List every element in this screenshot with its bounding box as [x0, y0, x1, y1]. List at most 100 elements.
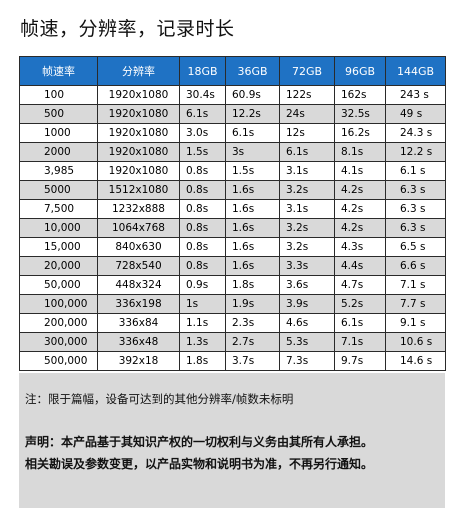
spec-table: 帧速率 分辨率 18GB 36GB 72GB 96GB 144GB 100 192…: [19, 56, 446, 371]
cell-time-72gb: 6.1s: [279, 142, 335, 162]
disclaimer-text: 声明：本产品基于其知识产权的一切权利与义务由其所有人承担。相关勘误及参数变更，以…: [25, 435, 374, 471]
cell-time-72gb: 3.2s: [279, 180, 335, 200]
cell-time-96gb: 7.1s: [334, 332, 386, 352]
table-row: 1000 1920x1080 3.0s 6.1s 12s 16.2s 24.3 s: [19, 123, 446, 143]
table-row: 15,000 840x630 0.8s 1.6s 3.2s 4.3s 6.5 s: [19, 237, 446, 257]
cell-time-18gb: 1.5s: [179, 142, 226, 162]
table-row: 100 1920x1080 30.4s 60.9s 122s 162s 243 s: [19, 85, 446, 105]
cell-time-18gb: 1.8s: [179, 351, 226, 371]
cell-time-36gb: 2.7s: [225, 332, 280, 352]
cell-resolution: 840x630: [97, 237, 180, 257]
cell-resolution: 336x84: [97, 313, 180, 333]
cell-time-18gb: 0.8s: [179, 161, 226, 181]
cell-resolution: 1920x1080: [97, 142, 180, 162]
cell-time-18gb: 0.8s: [179, 199, 226, 219]
cell-frame-rate: 1000: [19, 123, 98, 143]
cell-time-36gb: 1.6s: [225, 218, 280, 238]
cell-time-18gb: 0.8s: [179, 218, 226, 238]
cell-time-96gb: 9.7s: [334, 351, 386, 371]
cell-resolution: 336x48: [97, 332, 180, 352]
cell-time-36gb: 1.8s: [225, 275, 280, 295]
cell-time-18gb: 1.1s: [179, 313, 226, 333]
table-row: 2000 1920x1080 1.5s 3s 6.1s 8.1s 12.2 s: [19, 142, 446, 162]
cell-frame-rate: 100,000: [19, 294, 98, 314]
header-frame-rate: 帧速率: [19, 56, 98, 86]
table-header-row: 帧速率 分辨率 18GB 36GB 72GB 96GB 144GB: [19, 56, 446, 86]
cell-time-144gb: 14.6 s: [385, 351, 446, 371]
cell-time-36gb: 6.1s: [225, 123, 280, 143]
cell-time-96gb: 16.2s: [334, 123, 386, 143]
cell-time-144gb: 6.3 s: [385, 199, 446, 219]
cell-time-96gb: 32.5s: [334, 104, 386, 124]
cell-frame-rate: 3,985: [19, 161, 98, 181]
table-body: 100 1920x1080 30.4s 60.9s 122s 162s 243 s 500 19…: [19, 85, 446, 371]
table-row: 300,000 336x48 1.3s 2.7s 5.3s 7.1s 10.6 s: [19, 332, 446, 352]
cell-frame-rate: 50,000: [19, 275, 98, 295]
cell-time-72gb: 3.9s: [279, 294, 335, 314]
cell-time-36gb: 1.6s: [225, 237, 280, 257]
cell-time-144gb: 243 s: [385, 85, 446, 105]
cell-time-36gb: 3s: [225, 142, 280, 162]
cell-time-36gb: 60.9s: [225, 85, 280, 105]
cell-frame-rate: 2000: [19, 142, 98, 162]
cell-resolution: 1920x1080: [97, 104, 180, 124]
cell-time-72gb: 12s: [279, 123, 335, 143]
cell-frame-rate: 200,000: [19, 313, 98, 333]
cell-time-96gb: 162s: [334, 85, 386, 105]
cell-frame-rate: 300,000: [19, 332, 98, 352]
cell-time-144gb: 6.3 s: [385, 180, 446, 200]
cell-frame-rate: 10,000: [19, 218, 98, 238]
cell-time-72gb: 4.6s: [279, 313, 335, 333]
cell-time-72gb: 122s: [279, 85, 335, 105]
cell-time-18gb: 0.9s: [179, 275, 226, 295]
cell-time-18gb: 30.4s: [179, 85, 226, 105]
table-row: 3,985 1920x1080 0.8s 1.5s 3.1s 4.1s 6.1 s: [19, 161, 446, 181]
cell-time-144gb: 7.7 s: [385, 294, 446, 314]
cell-frame-rate: 500: [19, 104, 98, 124]
cell-time-144gb: 6.1 s: [385, 161, 446, 181]
header-72gb: 72GB: [279, 56, 335, 86]
cell-time-144gb: 49 s: [385, 104, 446, 124]
cell-time-96gb: 4.2s: [334, 199, 386, 219]
cell-time-144gb: 9.1 s: [385, 313, 446, 333]
cell-resolution: 1064x768: [97, 218, 180, 238]
cell-time-18gb: 6.1s: [179, 104, 226, 124]
cell-frame-rate: 20,000: [19, 256, 98, 276]
cell-time-144gb: 6.6 s: [385, 256, 446, 276]
cell-time-96gb: 4.2s: [334, 180, 386, 200]
cell-time-36gb: 12.2s: [225, 104, 280, 124]
header-96gb: 96GB: [334, 56, 386, 86]
cell-time-72gb: 7.3s: [279, 351, 335, 371]
cell-time-144gb: 6.5 s: [385, 237, 446, 257]
cell-time-72gb: 3.3s: [279, 256, 335, 276]
resolution-note: 注：限于篇幅，设备可达到的其他分辨率/帧数未标明: [25, 392, 294, 406]
cell-time-18gb: 1s: [179, 294, 226, 314]
cell-time-144gb: 10.6 s: [385, 332, 446, 352]
cell-time-36gb: 2.3s: [225, 313, 280, 333]
cell-time-96gb: 4.1s: [334, 161, 386, 181]
cell-resolution: 336x198: [97, 294, 180, 314]
cell-time-18gb: 0.8s: [179, 180, 226, 200]
cell-time-36gb: 1.9s: [225, 294, 280, 314]
cell-time-72gb: 3.6s: [279, 275, 335, 295]
cell-frame-rate: 7,500: [19, 199, 98, 219]
cell-time-36gb: 1.6s: [225, 199, 280, 219]
cell-time-36gb: 1.5s: [225, 161, 280, 181]
cell-frame-rate: 100: [19, 85, 98, 105]
cell-resolution: 1920x1080: [97, 123, 180, 143]
cell-time-72gb: 3.2s: [279, 218, 335, 238]
cell-time-144gb: 6.3 s: [385, 218, 446, 238]
table-row: 10,000 1064x768 0.8s 1.6s 3.2s 4.2s 6.3 s: [19, 218, 446, 238]
table-row: 7,500 1232x888 0.8s 1.6s 3.1s 4.2s 6.3 s: [19, 199, 446, 219]
header-18gb: 18GB: [179, 56, 226, 86]
cell-time-96gb: 5.2s: [334, 294, 386, 314]
cell-time-36gb: 1.6s: [225, 180, 280, 200]
header-36gb: 36GB: [225, 56, 280, 86]
cell-resolution: 1920x1080: [97, 161, 180, 181]
cell-time-144gb: 7.1 s: [385, 275, 446, 295]
cell-time-96gb: 4.2s: [334, 218, 386, 238]
cell-time-18gb: 1.3s: [179, 332, 226, 352]
cell-time-96gb: 4.3s: [334, 237, 386, 257]
table-row: 20,000 728x540 0.8s 1.6s 3.3s 4.4s 6.6 s: [19, 256, 446, 276]
cell-time-36gb: 1.6s: [225, 256, 280, 276]
